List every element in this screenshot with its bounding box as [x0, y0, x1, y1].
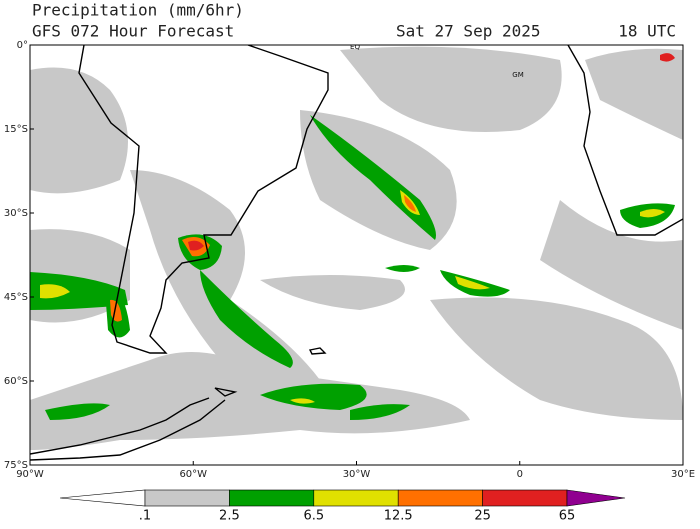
colorbar-segment: [313, 489, 399, 507]
map-label: EQ: [350, 43, 360, 51]
colorbar-segment: [144, 489, 230, 507]
moderate-precip: [30, 115, 675, 420]
lat-label: 15°S: [4, 124, 28, 135]
colorbar-label: .1: [139, 509, 151, 524]
colorbar-label: 6.5: [303, 509, 324, 524]
colorbar-label: 25: [474, 509, 491, 524]
lat-label: 60°S: [4, 376, 28, 387]
lon-label: 30°W: [343, 469, 371, 480]
valid-time: 18 UTC: [618, 22, 676, 41]
colorbar-label: 12.5: [384, 509, 413, 524]
map-label: GM: [512, 71, 523, 79]
lon-label: 0: [517, 469, 523, 480]
subtitle: GFS 072 Hour Forecast: [32, 22, 234, 41]
valid-date: Sat 27 Sep 2025: [396, 22, 541, 41]
colorbar-label: 2.5: [219, 509, 240, 524]
colorbar-segment: [229, 489, 315, 507]
lon-label: 30°E: [671, 469, 695, 480]
axis-ticks: 0° 15°S 30°S 45°S 60°S 75°S90°W 60°W 30°W 0 30°E: [4, 40, 695, 480]
lon-label: 60°W: [179, 469, 207, 480]
colorbar-label: 65: [559, 509, 576, 524]
colorbar-segment: [397, 489, 483, 507]
colorbar-segment: [566, 489, 626, 507]
lat-label: 45°S: [4, 292, 28, 303]
colorbar: .1 2.5 6.5 12.5 25 65: [59, 489, 626, 524]
title: Precipitation (mm/6hr): [32, 1, 244, 20]
coastlines: [30, 45, 683, 461]
lat-label: 30°S: [4, 208, 28, 219]
lon-label: 90°W: [16, 469, 44, 480]
lat-label: 75°S: [4, 460, 28, 471]
light-precip: [30, 46, 683, 450]
lat-label: 0°: [17, 40, 28, 51]
heavy-precip: [40, 53, 675, 404]
map-area: EQ GM: [30, 43, 683, 461]
colorbar-segment: [482, 489, 568, 507]
